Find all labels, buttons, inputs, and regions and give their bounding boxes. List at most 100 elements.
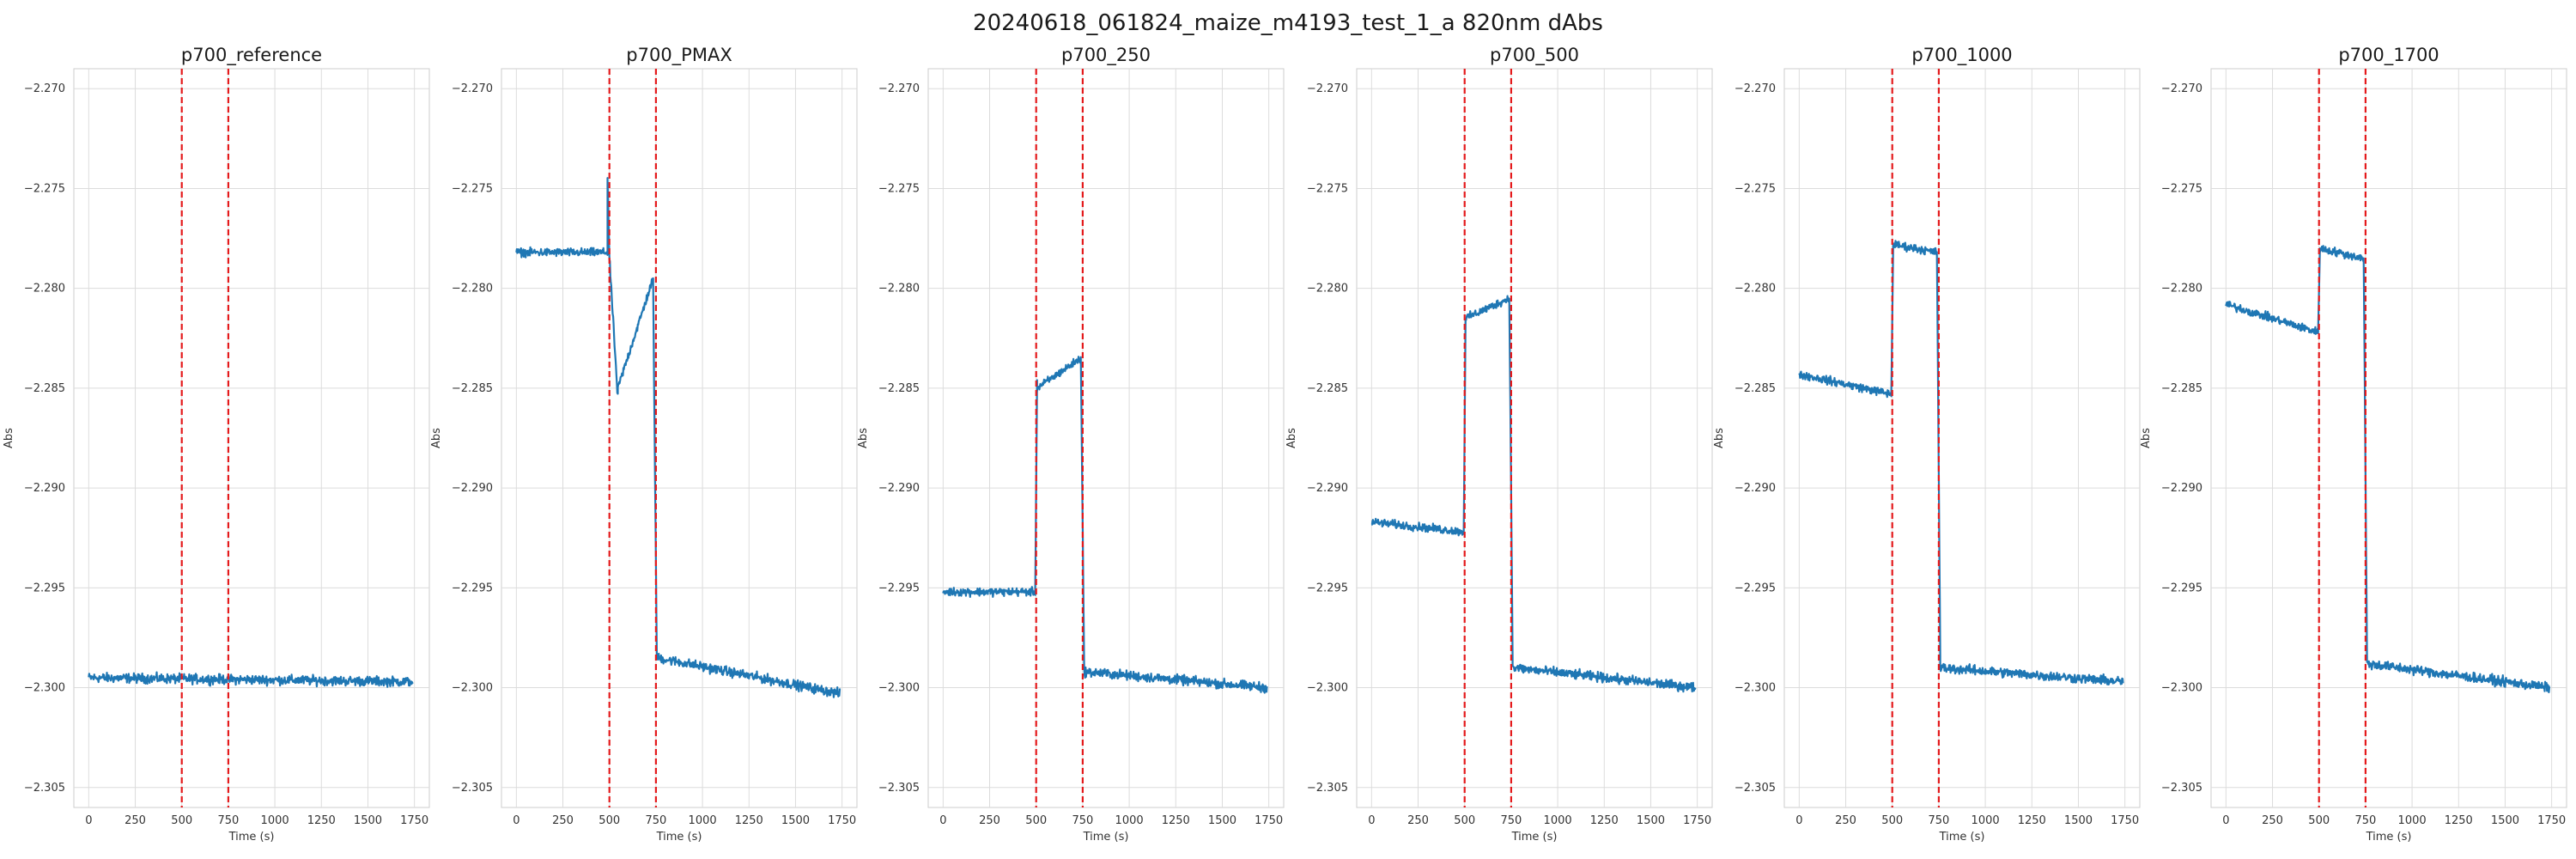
x-tick-label: 0 [513,814,519,827]
x-tick-label: 1750 [828,814,856,827]
y-axis-label: Abs [430,428,443,448]
y-tick-label: −2.285 [878,382,920,395]
panel-p700_reference: 0 250 500 750 1000 1250 1500 1750 −2.270 −2.275 −2… [3,45,430,844]
x-tick-label: 1500 [781,814,810,827]
y-axis-label: Abs [1713,428,1726,448]
y-tick-label: −2.305 [1735,782,1776,795]
y-tick-label: −2.290 [2161,482,2202,495]
y-tick-label: −2.305 [2161,782,2202,795]
y-tick-label: −2.300 [452,682,493,695]
y-tick-label: −2.280 [1735,283,1776,295]
series-line [942,356,1268,694]
plot-area [1783,68,2141,808]
y-axis-label: Abs [2140,428,2153,448]
y-tick-label: −2.280 [452,283,493,295]
x-tick-label: 1500 [1637,814,1665,827]
x-tick-label: 0 [2222,814,2229,827]
y-tick-label: −2.290 [24,482,65,495]
x-tick-label: 750 [645,814,666,827]
x-tick-label: 500 [2308,814,2330,827]
y-tick-label: −2.270 [452,82,493,95]
x-tick-label: 1500 [1208,814,1236,827]
y-tick-label: −2.270 [878,82,920,95]
y-tick-label: −2.300 [1307,682,1348,695]
x-tick-label: 750 [1072,814,1093,827]
y-tick-label: −2.295 [878,582,920,594]
y-tick-label: −2.305 [1307,782,1348,795]
y-tick-label: −2.275 [1307,182,1348,195]
x-tick-label: 500 [1025,814,1047,827]
plot-area [2210,68,2567,808]
y-tick-label: −2.300 [878,682,920,695]
y-tick-label: −2.295 [24,582,65,594]
y-tick-label: −2.305 [24,782,65,795]
x-axis-label: Time (s) [2366,831,2412,844]
x-tick-label: 1250 [2445,814,2473,827]
y-tick-label: −2.280 [2161,283,2202,295]
y-tick-label: −2.300 [1735,682,1776,695]
series-line [1798,240,2124,686]
y-tick-label: −2.270 [1307,82,1348,95]
y-tick-label: −2.300 [2161,682,2202,695]
y-tick-label: −2.270 [24,82,65,95]
y-axis-label: Abs [1285,428,1298,448]
plot-area [73,68,430,808]
x-tick-label: 750 [2354,814,2376,827]
series-line [515,177,841,698]
y-tick-label: −2.285 [1735,382,1776,395]
panel-title: p700_1700 [2338,45,2439,66]
x-tick-label: 1750 [1683,814,1711,827]
plot-area [501,68,858,808]
y-tick-label: −2.285 [24,382,65,395]
y-tick-label: −2.280 [878,283,920,295]
x-tick-label: 1250 [1162,814,1190,827]
x-axis-label: Time (s) [1939,831,1985,844]
x-axis-label: Time (s) [656,831,702,844]
y-tick-label: −2.295 [2161,582,2202,594]
y-tick-label: −2.270 [2161,82,2202,95]
x-tick-label: 500 [1454,814,1475,827]
y-axis-label: Abs [3,428,15,448]
y-tick-label: −2.270 [1735,82,1776,95]
x-tick-label: 0 [939,814,946,827]
x-axis-label: Time (s) [1083,831,1129,844]
x-tick-label: 250 [2262,814,2283,827]
y-tick-label: −2.275 [452,182,493,195]
panel-title: p700_PMAX [626,45,732,66]
panel-p700_500: 0 250 500 750 1000 1250 1500 1750 −2.270 −2.275 −2… [1285,45,1713,844]
x-tick-label: 1500 [354,814,382,827]
y-tick-label: −2.275 [1735,182,1776,195]
x-tick-label: 750 [1928,814,1949,827]
x-tick-label: 750 [1500,814,1522,827]
x-tick-label: 500 [1881,814,1903,827]
x-tick-label: 1500 [2491,814,2519,827]
y-tick-label: −2.275 [2161,182,2202,195]
x-tick-label: 500 [171,814,192,827]
x-tick-label: 250 [979,814,1000,827]
x-tick-label: 250 [1407,814,1429,827]
series-line [1370,295,1697,693]
x-tick-label: 1750 [1255,814,1283,827]
panel-p700_1700: 0 250 500 750 1000 1250 1500 1750 −2.270 −2.275 −2… [2140,45,2567,844]
y-tick-label: −2.285 [2161,382,2202,395]
y-tick-label: −2.285 [1307,382,1348,395]
y-tick-label: −2.300 [24,682,65,695]
x-tick-label: 0 [1795,814,1802,827]
y-tick-label: −2.295 [452,582,493,594]
series-line [88,671,414,688]
x-tick-label: 0 [85,814,92,827]
series-line [2225,245,2551,694]
panel-p700_250: 0 250 500 750 1000 1250 1500 1750 −2.270 −2.275 −2… [857,45,1285,844]
panel-title: p700_reference [181,45,322,66]
y-tick-label: −2.280 [1307,283,1348,295]
x-tick-label: 1750 [2537,814,2566,827]
x-tick-label: 1250 [1590,814,1619,827]
y-tick-label: −2.295 [1307,582,1348,594]
y-tick-label: −2.285 [452,382,493,395]
plot-area [1356,68,1713,808]
plot-area [927,68,1285,808]
y-tick-label: −2.290 [878,482,920,495]
y-tick-label: −2.305 [452,782,493,795]
x-tick-label: 1250 [307,814,336,827]
